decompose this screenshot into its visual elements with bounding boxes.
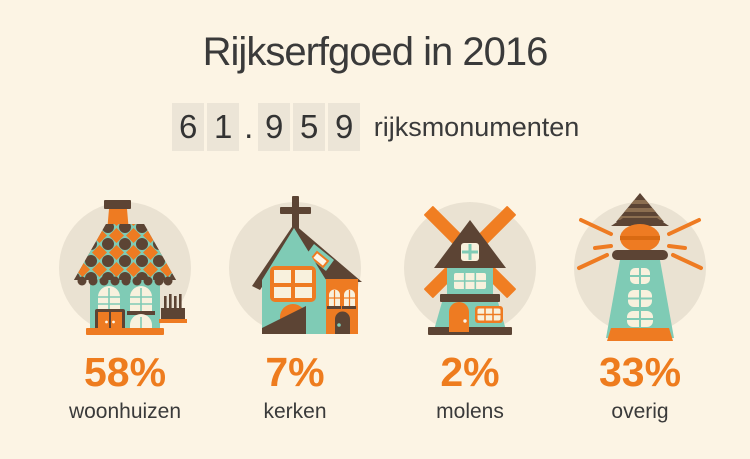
category-woonhuizen: 58% woonhuizen [40,176,210,436]
monument-counter: 6 1 . 9 5 9 rijksmonumenten [0,102,750,152]
lighthouse-icon [574,193,706,341]
counter-digit: 9 [328,103,361,151]
label-woonhuizen: woonhuizen [68,400,182,423]
counter-label: rijksmonumenten [373,111,580,142]
percent-woonhuizen: 58% [83,349,167,395]
percent-molens: 2% [440,349,500,395]
category-molens: 2% molens [385,176,555,436]
windmill-icon [404,202,536,335]
label-molens: molens [436,400,504,423]
category-kerken: 7% kerken [210,176,380,436]
label-overig: overig [611,400,669,423]
category-overig: 33% overig [555,176,725,436]
percent-overig: 33% [598,349,682,395]
percent-kerken: 7% [265,349,325,395]
counter-digit: 1 [207,103,240,151]
counter-separator: . [244,108,254,145]
label-kerken: kerken [263,400,327,423]
page-title: Rijkserfgoed in 2016 [202,30,549,74]
church-icon [229,196,362,334]
counter-digit: 5 [293,103,326,151]
house-icon [59,200,191,335]
counter-digit: 9 [258,103,291,151]
counter-digit: 6 [172,103,205,151]
